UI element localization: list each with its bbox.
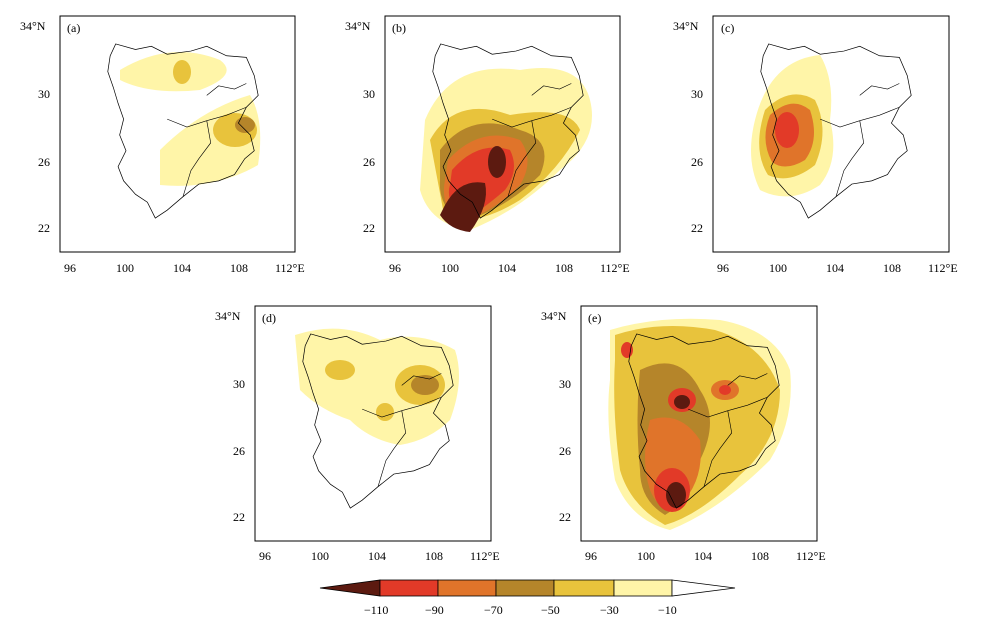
x-tick: 108 [751,549,769,563]
panel-b-contours [420,68,592,232]
colorbar-bin [553,579,615,597]
x-tick: 104 [498,261,516,275]
y-tick-34n: 34°N [20,19,46,33]
y-tick: 22 [38,221,50,235]
x-tick: 96 [717,261,729,275]
panel-a-label: (a) [67,21,80,35]
panel-c-label: (c) [721,21,734,35]
y-tick: 26 [363,155,375,169]
y-tick: 22 [691,221,703,235]
panel-b-label: (b) [392,21,406,35]
panel-d: (d) 34°N 30 26 22 96 100 104 108 112°E [215,305,500,563]
x-tick: 100 [441,261,459,275]
panel-a-contours [120,52,261,186]
colorbar-bin [495,579,555,597]
x-tick: 100 [116,261,134,275]
x-tick: 104 [368,549,386,563]
y-tick: 30 [691,87,703,101]
x-tick-112e: 112°E [275,261,305,275]
x-tick-112e: 112°E [470,549,500,563]
y-tick-34n: 34°N [345,19,371,33]
panel-c-contours [751,55,834,197]
panel-e-label: (e) [588,311,601,325]
panel-d-contours [295,328,459,445]
x-tick: 108 [425,549,443,563]
x-tick: 100 [311,549,329,563]
x-tick: 100 [637,549,655,563]
panel-e-contours [608,318,791,530]
y-tick: 26 [691,155,703,169]
x-tick-112e: 112°E [928,261,958,275]
y-tick: 30 [363,87,375,101]
colorbar-label: −10 [658,603,677,617]
colorbar: −110 −90 −70 −50 −30 −10 [319,579,736,617]
y-tick: 30 [559,377,571,391]
colorbar-label: −30 [600,603,619,617]
y-tick: 22 [363,221,375,235]
panel-e: (e) 34°N 30 26 22 96 100 104 108 112°E [541,305,826,563]
colorbar-label: −50 [541,603,560,617]
panel-b: (b) 34°N 30 26 22 96 100 104 108 112°E [345,15,630,275]
x-tick: 108 [883,261,901,275]
panel-c: (c) 34°N 30 26 22 96 100 104 108 112°E [673,15,958,275]
y-tick: 26 [38,155,50,169]
y-tick-34n: 34°N [541,309,567,323]
y-tick: 22 [233,510,245,524]
x-tick: 104 [173,261,191,275]
x-tick: 104 [694,549,712,563]
y-tick: 22 [559,510,571,524]
colorbar-label: −110 [364,603,388,617]
y-tick: 26 [559,444,571,458]
colorbar-bin [437,579,497,597]
colorbar-bin [379,579,439,597]
colorbar-bin [613,579,673,597]
y-tick-34n: 34°N [673,19,699,33]
y-tick: 30 [233,377,245,391]
x-tick: 96 [585,549,597,563]
x-tick: 100 [769,261,787,275]
x-tick: 108 [230,261,248,275]
x-tick: 96 [64,261,76,275]
x-tick-112e: 112°E [600,261,630,275]
x-tick-112e: 112°E [796,549,826,563]
colorbar-label: −70 [484,603,503,617]
x-tick: 96 [389,261,401,275]
colorbar-lower-triangle [319,579,381,597]
x-tick: 108 [555,261,573,275]
y-tick-34n: 34°N [215,309,241,323]
y-tick: 30 [38,87,50,101]
panel-d-label: (d) [262,311,276,325]
x-tick: 104 [826,261,844,275]
x-tick: 96 [259,549,271,563]
y-tick: 26 [233,444,245,458]
panel-a: (a) 34°N 30 26 22 96 100 104 108 112°E [20,15,305,275]
colorbar-label: −90 [425,603,444,617]
colorbar-upper-triangle [671,579,736,597]
